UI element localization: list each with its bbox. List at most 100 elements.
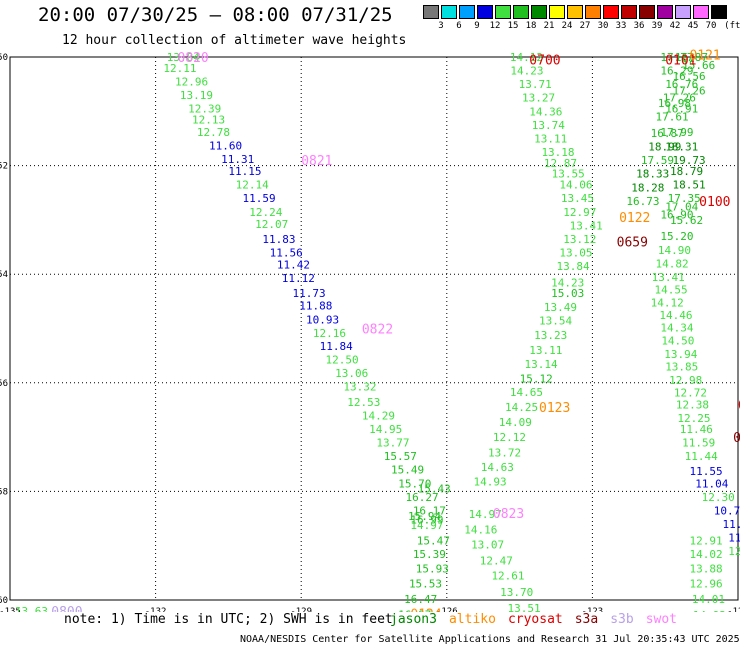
wave-height-point: 15.47 [417,534,450,547]
y-tick-label: -50 [0,53,8,63]
wave-height-point: 13.88 [689,563,722,576]
wave-height-point: 15.03 [551,287,584,300]
wave-height-point: 12.12 [493,431,526,444]
wave-height-point: 14.97 [469,508,502,521]
wave-height-point: 17.77 [660,51,693,64]
color-scale-label: 21 [543,21,555,31]
wave-height-point: 17.99 [660,126,693,139]
color-swatch [441,5,457,19]
wave-height-point: 14.50 [661,334,694,347]
x-tick-label: -135 [0,607,21,612]
color-swatch [693,5,709,19]
x-tick-label: -132 [145,607,167,612]
color-swatch [675,5,691,19]
wave-height-point: 13.72 [488,446,521,459]
wave-height-point: 13.05 [559,246,592,259]
color-swatch [639,5,655,19]
wave-height-point: 14.93 [473,476,506,489]
wave-height-point: 16.91 [665,103,698,116]
wave-height-point: 16.87 [675,51,708,64]
wave-height-point: 12.91 [689,534,722,547]
color-scale-label: 12 [489,21,501,31]
wave-height-point: 12.96 [175,75,208,88]
color-swatch [477,5,493,19]
color-swatch [567,5,583,19]
legend-entry-s3a: s3a [574,612,599,627]
wave-height-point: 10.77 [714,504,740,517]
wave-height-point: 15.20 [660,230,693,243]
color-scale-label: 18 [525,21,537,31]
y-tick-label: -54 [0,270,8,280]
chart-title: 20:00 07/30/25 — 08:00 07/31/25 [38,4,393,26]
pass-time-label: 0122 [619,211,650,226]
wave-height-point: 15.39 [413,548,446,561]
wave-height-point: 11.56 [270,246,303,259]
wave-height-point: 12.24 [249,206,282,219]
grid-lines [9,56,739,601]
wave-height-plot: -135 -132 -129 -126 -123 -120 -50 -52 -54 -56 -58 -… [0,48,740,612]
color-swatch [513,5,529,19]
color-scale-label: 9 [474,21,480,31]
wave-height-point: 13.74 [532,119,565,132]
color-swatch [603,5,619,19]
wave-height-point: 14.36 [529,105,562,118]
wave-height-point: 14.63 [481,461,514,474]
wave-height-point: 13.49 [544,301,577,314]
wave-height-point: 12.96 [689,578,722,591]
pass-time-label: 0059 [738,399,740,414]
color-scale-label: 3 [438,21,444,31]
color-scale-label: 6 [456,21,462,31]
y-tick-label: -60 [0,596,8,606]
wave-height-point: 12.93 [728,545,740,558]
wave-height-point: 13.07 [471,539,504,552]
color-scale-label: 33 [615,21,627,31]
wave-height-point: 16.87 [651,127,684,140]
wave-height-point: 12.13 [192,113,225,126]
wave-height-point: 12.72 [674,387,707,400]
wave-height-point: 16.97 [398,609,431,612]
color-scale-unit: (ft) [724,21,740,31]
wave-height-point: 15.57 [384,450,417,463]
wave-height-point: 13.54 [539,314,572,327]
wave-height-point: 12.11 [163,62,196,75]
pass-time-label: 0822 [362,323,393,338]
wave-height-point: 13.18 [541,146,574,159]
y-tick-label: -56 [0,379,8,389]
wave-height-point: 18.28 [631,181,664,194]
wave-height-point: 13.55 [552,168,585,181]
wave-height-point: 11.46 [680,423,713,436]
legend-entry-cryosat: cryosat [507,612,563,627]
wave-height-point: 13.23 [534,329,567,342]
color-swatch [423,5,439,19]
wave-height-point: 13.14 [524,358,557,371]
wave-height-point: 14.97 [410,519,443,532]
wave-height-point: 14.06 [559,179,592,192]
color-scale-label: 27 [579,21,591,31]
wave-height-point: 15.66 [682,59,715,72]
wave-height-point: 11.60 [209,140,242,153]
wave-height-point: 11.83 [262,233,295,246]
wave-height-point: 12.25 [677,412,710,425]
wave-height-point: 12.38 [676,399,709,412]
x-tick-label: -129 [290,607,312,612]
axis-tick-labels: -135 -132 -129 -126 -123 -120 -50 -52 -54 -56 -58 -… [0,53,740,612]
y-tick-label: -58 [0,487,8,497]
wave-height-point: 12.61 [491,570,524,583]
wave-height-point: 17.04 [665,200,698,213]
color-scale-label: 36 [633,21,645,31]
footer-credit: NOAA/NESDIS Center for Satellite Applica… [240,634,740,645]
wave-height-point: 12.98 [669,374,702,387]
wave-height-point: 15.70 [398,477,431,490]
legend-entry-swot: swot [645,612,678,627]
wave-height-point: 13.06 [335,367,368,380]
wave-height-point: 11.44 [685,450,718,463]
wave-height-point: 11.73 [292,287,325,300]
legend-entry-jason3: jason3 [390,612,437,627]
wave-height-point: 13.63 [15,605,48,612]
wave-height-point: 10.93 [306,313,339,326]
y-tick-label: -52 [0,162,8,172]
color-swatch [585,5,601,19]
wave-height-point: 13.41 [570,219,603,232]
pass-time-label: 0658 [733,431,740,446]
